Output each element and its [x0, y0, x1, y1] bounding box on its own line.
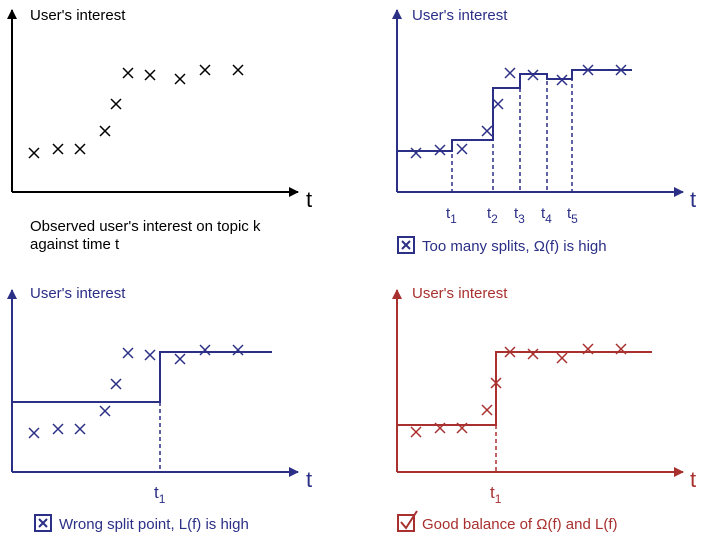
cross: [527, 348, 539, 360]
split-label: t1: [446, 205, 457, 226]
cross: [199, 64, 211, 76]
split-label: t3: [514, 205, 525, 226]
split-t: t: [446, 205, 451, 222]
x-label: t: [690, 187, 696, 212]
cross: [481, 404, 493, 416]
cross: [28, 427, 40, 439]
split-sub: 5: [571, 212, 578, 226]
y-label: User's interest: [412, 7, 508, 24]
cross: [174, 73, 186, 85]
split-sub: 1: [495, 492, 502, 506]
cross: [74, 143, 86, 155]
x-label: t: [306, 187, 312, 212]
y-label: User's interest: [30, 285, 126, 302]
split-t: t: [490, 483, 495, 502]
split-sub: 1: [159, 492, 166, 506]
split-sub: 4: [545, 212, 552, 226]
cross: [28, 147, 40, 159]
split-t: t: [567, 205, 572, 222]
cross: [410, 426, 422, 438]
caption: Too many splits, Ω(f) is high: [422, 238, 607, 255]
cross-box: [397, 236, 415, 254]
cross: [52, 143, 64, 155]
y-label: User's interest: [412, 285, 508, 302]
step-function: [397, 69, 632, 152]
split-t: t: [487, 205, 492, 222]
cross: [99, 405, 111, 417]
cross: [481, 125, 493, 137]
caption: Observed user's interest on topic k: [30, 218, 261, 235]
caption: Wrong split point, L(f) is high: [59, 516, 249, 533]
cross-box: [34, 514, 52, 532]
cross: [174, 353, 186, 365]
split-t: t: [154, 483, 159, 502]
cross: [122, 67, 134, 79]
x-label: t: [306, 467, 312, 492]
cross: [99, 125, 111, 137]
check-box: [397, 510, 418, 532]
y-label: User's interest: [30, 7, 126, 24]
cross: [199, 344, 211, 356]
split-sub: 2: [491, 212, 498, 226]
cross: [492, 98, 504, 110]
cross: [144, 69, 156, 81]
cross: [110, 98, 122, 110]
split-label: t1: [490, 483, 502, 506]
caption: Good balance of Ω(f) and L(f): [422, 516, 617, 533]
cross: [52, 423, 64, 435]
cross: [122, 347, 134, 359]
split-t: t: [514, 205, 519, 222]
cross: [410, 147, 422, 159]
cross: [110, 378, 122, 390]
cross: [232, 344, 244, 356]
step-function: [397, 351, 652, 426]
split-label: t1: [154, 483, 166, 506]
split-t: t: [541, 205, 546, 222]
marks: [6, 9, 684, 477]
split-sub: 3: [518, 212, 525, 226]
cross: [144, 349, 156, 361]
x-label: t: [690, 467, 696, 492]
step-function: [12, 351, 272, 403]
cross: [556, 352, 568, 364]
cross: [74, 423, 86, 435]
cross: [456, 143, 468, 155]
split-label: t2: [487, 205, 498, 226]
split-label: t5: [567, 205, 578, 226]
caption: against time t: [30, 236, 120, 253]
split-label: t4: [541, 205, 552, 226]
cross: [504, 67, 516, 79]
split-sub: 1: [450, 212, 457, 226]
cross: [232, 64, 244, 76]
